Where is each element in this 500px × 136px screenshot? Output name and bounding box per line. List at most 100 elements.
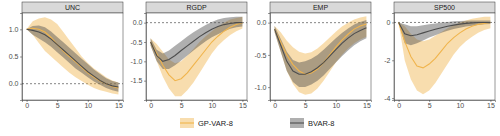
tick-label: 15 bbox=[487, 102, 495, 109]
tick-label: 10 bbox=[332, 102, 340, 109]
legend-line bbox=[290, 122, 304, 123]
legend-line bbox=[180, 122, 194, 123]
tick: 0.0 bbox=[257, 19, 270, 26]
tick-label: 0 bbox=[25, 102, 29, 109]
axis-line bbox=[392, 14, 395, 101]
tick-mark bbox=[392, 22, 394, 23]
tick: 5 bbox=[56, 100, 60, 109]
tick: 1.0 bbox=[9, 26, 22, 33]
tick-label: -1.0 bbox=[130, 58, 142, 65]
credible-band bbox=[27, 17, 119, 94]
tick-label: 10 bbox=[208, 102, 216, 109]
tick-label: 5 bbox=[56, 102, 60, 109]
axis-line bbox=[395, 101, 496, 103]
panel: RGDP -1.5 -1.0 -0.5 0.0 0 5 10 15 bbox=[130, 2, 247, 109]
tick: -1.0 bbox=[130, 58, 146, 65]
tick-label: 5 bbox=[304, 102, 308, 109]
tick: -1.5 bbox=[130, 77, 146, 84]
tick: 15 bbox=[363, 100, 371, 109]
tick-mark bbox=[392, 98, 394, 99]
tick-label: 0 bbox=[149, 102, 153, 109]
strip bbox=[394, 2, 495, 13]
axis-line bbox=[271, 101, 372, 103]
legend: GP-VAR-8BVAR-8 bbox=[180, 118, 335, 128]
credible-band bbox=[399, 17, 491, 95]
marks bbox=[146, 17, 247, 96]
tick: 0 bbox=[397, 100, 401, 109]
strip bbox=[146, 2, 247, 13]
tick-mark bbox=[144, 42, 146, 43]
legend-swatch bbox=[290, 118, 304, 128]
median-line bbox=[275, 28, 367, 74]
panel: SP500-4-20051015 bbox=[384, 2, 495, 109]
tick-label: 0 bbox=[273, 102, 277, 109]
plot-frame bbox=[146, 13, 247, 100]
y-axis: -1.5 -1.0 -0.5 0.0 bbox=[130, 14, 146, 101]
y-axis: -1.0 -0.5 0.0 bbox=[254, 14, 270, 101]
tick: 15 bbox=[115, 100, 123, 109]
legend-item: GP-VAR-8 bbox=[180, 118, 233, 128]
tick-label: 10 bbox=[84, 102, 92, 109]
median-line bbox=[151, 23, 243, 81]
legend-label: GP-VAR-8 bbox=[198, 119, 233, 128]
tick: 5 bbox=[180, 100, 184, 109]
plot-frame bbox=[270, 13, 371, 100]
median-line bbox=[399, 22, 491, 35]
tick: 0 bbox=[273, 100, 277, 109]
plot-frame bbox=[22, 13, 123, 100]
tick: 5 bbox=[304, 100, 308, 109]
tick-mark bbox=[20, 29, 22, 30]
tick-label: 0 bbox=[387, 19, 391, 26]
tick-label: 15 bbox=[363, 102, 371, 109]
tick: 10 bbox=[332, 100, 340, 109]
tick-label: 0.0 bbox=[257, 19, 267, 26]
axis-line bbox=[20, 14, 23, 101]
tick: 0 bbox=[149, 100, 153, 109]
tick-label: -0.5 bbox=[130, 39, 142, 46]
median-line bbox=[27, 28, 119, 88]
tick-label: 15 bbox=[239, 102, 247, 109]
plot-background bbox=[394, 13, 495, 100]
tick: 10 bbox=[208, 100, 216, 109]
axis-line bbox=[23, 101, 124, 103]
panel-title: SP500 bbox=[434, 4, 455, 11]
credible-band bbox=[27, 26, 119, 92]
tick-label: 5 bbox=[180, 102, 184, 109]
median-line bbox=[27, 29, 119, 87]
tick-label: 0 bbox=[397, 102, 401, 109]
tick: 10 bbox=[84, 100, 92, 109]
tick-mark bbox=[392, 60, 394, 61]
tick: -1.0 bbox=[254, 84, 270, 91]
x-axis: 0 5 10 15 bbox=[147, 100, 248, 109]
tick-label: -1.5 bbox=[130, 77, 142, 84]
y-axis: -4-20 bbox=[384, 14, 394, 102]
tick-label: -1.0 bbox=[254, 84, 266, 91]
tick: 0.0 bbox=[9, 80, 22, 87]
tick: 5 bbox=[428, 100, 432, 109]
axis-line bbox=[147, 101, 248, 103]
panel-title: RGDP bbox=[186, 4, 207, 11]
panel: EMP-1.0-0.50.0051015 bbox=[254, 2, 371, 109]
tick-label: -0.5 bbox=[254, 52, 266, 59]
median-line bbox=[151, 23, 243, 62]
tick-mark bbox=[268, 23, 270, 24]
median-line bbox=[399, 22, 491, 67]
tick-label: 1.0 bbox=[9, 26, 19, 33]
chart: UNC0.00.51.0051015RGDP-1.5-1.0-0.50.0051… bbox=[0, 0, 500, 136]
strip bbox=[22, 2, 123, 13]
tick: -2 bbox=[384, 57, 394, 64]
credible-band bbox=[275, 16, 367, 95]
panel-title: UNC bbox=[65, 4, 80, 11]
plot-background bbox=[270, 13, 371, 100]
tick: -0.5 bbox=[254, 52, 270, 59]
marks bbox=[394, 17, 495, 95]
tick: 15 bbox=[239, 100, 247, 109]
y-axis: 0.00.51.0 bbox=[9, 14, 23, 101]
tick-mark bbox=[268, 87, 270, 88]
tick-mark bbox=[20, 57, 22, 58]
tick-mark bbox=[144, 61, 146, 62]
tick-label: -2 bbox=[384, 57, 390, 64]
tick-mark bbox=[144, 81, 146, 82]
x-axis: 0 5 10 15 bbox=[23, 100, 124, 109]
tick-label: 0.0 bbox=[133, 19, 143, 26]
